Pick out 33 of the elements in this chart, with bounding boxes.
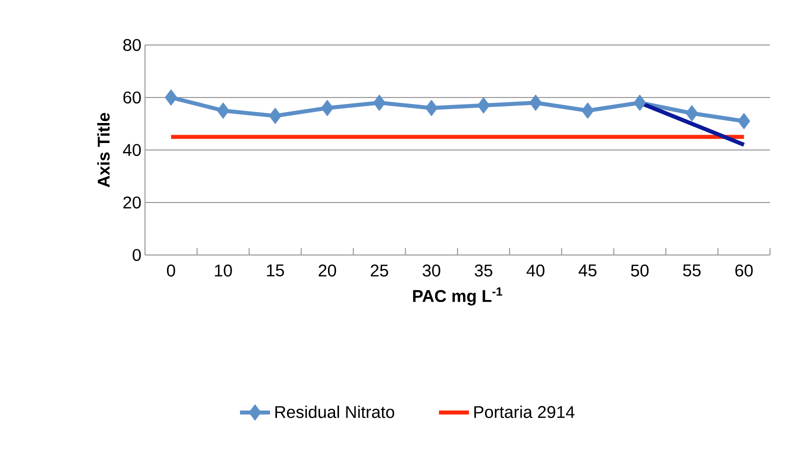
x-tick-label: 40 xyxy=(526,264,544,277)
point xyxy=(634,94,646,111)
x-tick-label: 20 xyxy=(318,264,336,277)
y-tick-label: 0 xyxy=(132,248,141,262)
y-tick-label: 20 xyxy=(123,196,141,209)
x-tick-label: 35 xyxy=(474,264,492,277)
x-tick-label: 60 xyxy=(735,264,753,277)
legend-label: Portaria 2914 xyxy=(474,406,574,418)
point xyxy=(164,89,178,106)
x-tick-label: 45 xyxy=(578,264,596,276)
point xyxy=(216,102,230,119)
y-tick-label: 80 xyxy=(123,38,141,52)
y-tick-label: 60 xyxy=(123,91,141,104)
point xyxy=(738,112,750,130)
point xyxy=(581,102,594,119)
x-tick-label: 15 xyxy=(267,264,284,276)
x-tick-label: 30 xyxy=(422,264,440,277)
legend-label: Residual Nitrato xyxy=(275,406,394,418)
x-tick-label: 50 xyxy=(631,264,649,277)
x-tick-label: 0 xyxy=(166,264,176,277)
x-tick-label: 25 xyxy=(370,264,388,277)
point xyxy=(321,100,334,116)
y-axis-title: Axis Title xyxy=(97,112,110,188)
x-axis-title: PAC mg L$^{-1}$ xyxy=(413,287,502,306)
point xyxy=(425,100,438,116)
point xyxy=(686,104,698,122)
point xyxy=(529,94,542,111)
y-tick-label: 40 xyxy=(122,144,141,156)
point xyxy=(477,97,490,114)
x-tick-label: 55 xyxy=(683,264,701,276)
point xyxy=(268,108,282,124)
x-tick-label: 10 xyxy=(214,264,232,277)
point xyxy=(373,94,386,111)
